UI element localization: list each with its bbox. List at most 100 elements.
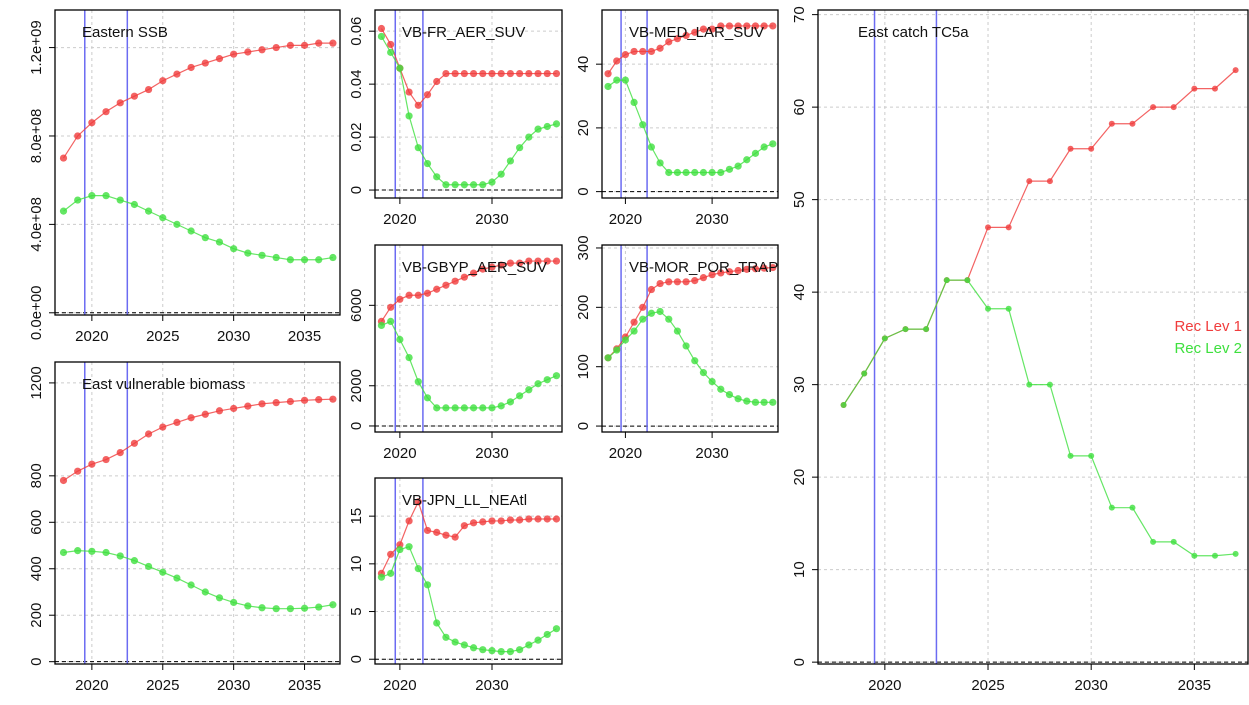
- series-line: [63, 550, 334, 610]
- point: [1211, 85, 1218, 92]
- point: [725, 391, 734, 399]
- point: [144, 430, 153, 438]
- panel: Eastern SSB: [55, 10, 340, 315]
- point: [479, 646, 487, 654]
- point: [59, 476, 68, 485]
- point: [423, 289, 432, 297]
- point: [59, 207, 68, 215]
- point: [387, 48, 395, 56]
- point: [691, 28, 699, 36]
- panel-title: VB-JPN_LL_NEAtl: [402, 492, 527, 509]
- point: [488, 178, 496, 186]
- point: [604, 70, 612, 78]
- point: [1150, 538, 1157, 545]
- point: [691, 277, 699, 285]
- point: [552, 257, 561, 265]
- point: [286, 41, 294, 49]
- plot-frame: [374, 244, 563, 433]
- x-tick-label: 2020: [609, 445, 642, 462]
- point: [604, 354, 612, 362]
- point: [130, 557, 139, 565]
- point: [1170, 104, 1177, 111]
- y-tick-label: 0.04: [348, 70, 365, 99]
- point: [116, 99, 124, 107]
- point: [286, 256, 294, 264]
- point: [506, 398, 515, 406]
- point: [769, 140, 777, 148]
- point: [656, 279, 664, 288]
- point: [460, 181, 468, 189]
- point: [691, 168, 699, 177]
- y-tick-label: 6000: [348, 289, 365, 322]
- point: [985, 224, 992, 231]
- point: [516, 392, 524, 400]
- point: [647, 285, 656, 294]
- point: [497, 517, 505, 525]
- point: [469, 519, 478, 527]
- point: [525, 257, 533, 265]
- point: [488, 404, 496, 412]
- point: [187, 414, 195, 422]
- y-tick-label: 40: [791, 284, 808, 301]
- point: [534, 125, 542, 133]
- point: [88, 547, 96, 555]
- point: [1232, 550, 1239, 557]
- y-tick-label: 1.2e+09: [28, 20, 45, 75]
- point: [433, 619, 441, 627]
- y-tick-label: 20: [575, 120, 592, 137]
- point: [488, 517, 496, 525]
- point: [433, 528, 441, 536]
- point: [479, 518, 487, 526]
- point: [405, 354, 413, 362]
- legend-label: Rec Lev 2: [1174, 340, 1242, 357]
- point: [201, 410, 209, 418]
- x-tick-label: 2030: [475, 211, 508, 228]
- point: [315, 256, 323, 264]
- point: [130, 92, 139, 100]
- point: [442, 69, 450, 78]
- point: [59, 548, 68, 557]
- point: [639, 121, 647, 129]
- point: [396, 295, 404, 303]
- point: [201, 234, 209, 242]
- point: [442, 181, 450, 189]
- point: [647, 47, 656, 56]
- point: [751, 265, 760, 273]
- y-tick-label: 100: [575, 354, 592, 379]
- point: [102, 192, 110, 200]
- point: [377, 24, 386, 33]
- y-tick-label: 60: [791, 99, 808, 116]
- point: [497, 261, 505, 269]
- point: [665, 315, 673, 323]
- point: [173, 418, 181, 426]
- point: [725, 268, 734, 276]
- point: [144, 562, 153, 571]
- point: [405, 517, 413, 525]
- point: [525, 641, 533, 649]
- point: [74, 132, 82, 140]
- y-tick-label: 200: [575, 295, 592, 320]
- point: [630, 47, 638, 56]
- panel: East catch TC5a: [818, 10, 1248, 664]
- point: [74, 467, 82, 475]
- point: [173, 70, 181, 78]
- point: [734, 22, 742, 30]
- point: [479, 181, 487, 189]
- point: [451, 404, 459, 412]
- point: [396, 64, 404, 72]
- x-tick-label: 2020: [383, 677, 416, 694]
- point: [552, 120, 561, 128]
- y-tick-label: 0.06: [348, 17, 365, 46]
- point: [173, 220, 181, 228]
- point: [433, 173, 441, 181]
- point: [516, 144, 524, 152]
- point: [414, 498, 422, 506]
- point: [451, 69, 459, 78]
- plot-frame: [601, 244, 779, 433]
- y-tick-label: 0: [348, 655, 365, 663]
- point: [743, 156, 751, 164]
- point: [604, 82, 612, 91]
- point: [760, 264, 768, 272]
- point: [769, 263, 777, 272]
